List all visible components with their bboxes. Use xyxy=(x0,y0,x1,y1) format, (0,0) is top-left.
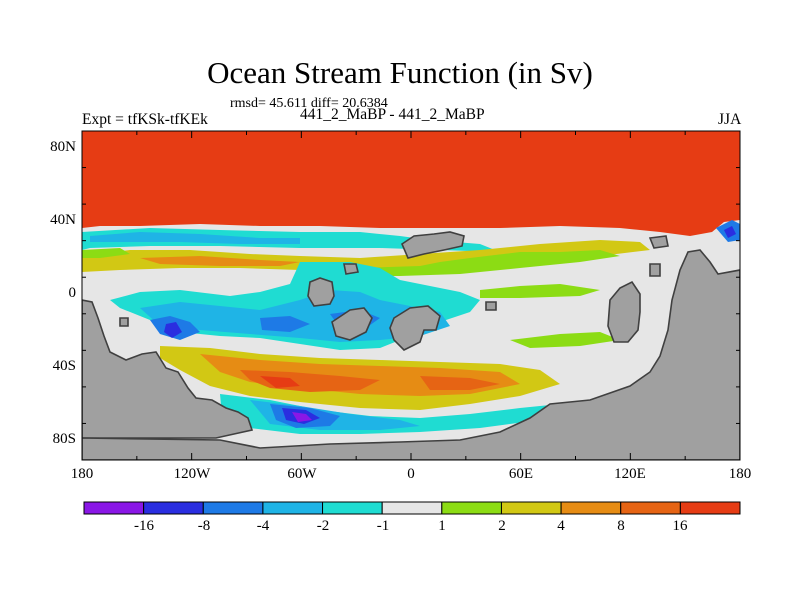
lat-label-0: 0 xyxy=(68,285,77,301)
case-label: 441_2_MaBP - 441_2_MaBP xyxy=(300,106,485,123)
field-ne-darkest xyxy=(724,226,736,238)
colorbar-label: 16 xyxy=(672,518,688,534)
plot-title: Ocean Stream Function (in Sv) xyxy=(207,55,593,90)
colorbar-label: 1 xyxy=(438,518,446,534)
lon-label-60e: 60E xyxy=(508,466,534,482)
field-band-green-east xyxy=(480,284,620,348)
colorbar-swatch xyxy=(560,501,622,515)
lat-label-80s: 80S xyxy=(52,431,76,447)
land-island-2 xyxy=(389,305,441,351)
colorbar-swatch xyxy=(441,501,502,515)
colorbar-swatch xyxy=(500,501,562,515)
lon-label-60w: 60W xyxy=(287,466,317,482)
field-tropical-dblue xyxy=(150,310,380,340)
colorbar-label: -16 xyxy=(134,518,154,534)
land-west-america xyxy=(82,299,254,439)
colorbar-label: -1 xyxy=(376,518,390,534)
colorbar-label: 4 xyxy=(557,518,565,534)
colorbar-label: -2 xyxy=(316,518,330,534)
field-band-blue-north xyxy=(90,232,300,244)
colorbar-label: -8 xyxy=(197,518,211,534)
lat-label-40n: 40N xyxy=(50,212,76,228)
colorbar-label: -4 xyxy=(256,518,270,534)
field-band-orange xyxy=(140,256,300,266)
land-island-1 xyxy=(307,277,335,307)
field-tropical-blue xyxy=(140,290,450,342)
field-band-south-darkred xyxy=(260,376,300,388)
land-island-3 xyxy=(331,307,373,341)
land-island-7 xyxy=(119,317,129,327)
experiment-label: Expt = tfKSk-tfKEk xyxy=(82,111,208,128)
lon-label-120e: 120E xyxy=(614,466,646,482)
land-island-5 xyxy=(343,263,359,275)
colorbar-swatch xyxy=(381,501,443,515)
colorbar-swatch xyxy=(322,501,383,515)
land-island-8 xyxy=(648,235,669,249)
stats-label: rmsd= 45.611 diff= 20.6384 xyxy=(230,96,388,111)
land-masses xyxy=(82,231,740,460)
land-antarctica xyxy=(82,249,740,460)
lon-label-0: 0 xyxy=(407,466,415,482)
colorbar-swatch xyxy=(143,501,204,515)
colorbar-swatch xyxy=(679,501,741,515)
season-label: JJA xyxy=(718,111,742,128)
lat-label-40s: 40S xyxy=(52,358,76,374)
land-africa xyxy=(607,280,641,343)
colorbar-label: 8 xyxy=(617,518,625,534)
land-island-6 xyxy=(485,301,497,311)
colorbar-swatch xyxy=(262,501,324,515)
field-band-green xyxy=(82,248,620,276)
field-tropical-darkest xyxy=(164,322,182,338)
lon-label-180e: 180 xyxy=(728,466,752,482)
land-island-4 xyxy=(401,231,465,259)
land-island-9 xyxy=(649,263,661,277)
field-band-north xyxy=(82,131,740,236)
lon-label-180w: 180 xyxy=(70,466,94,482)
lat-label-80n: 80N xyxy=(50,139,76,155)
colorbar xyxy=(83,501,741,515)
colorbar-swatch xyxy=(620,501,681,515)
field-south-violet xyxy=(292,412,312,422)
field-band-south-red xyxy=(240,370,500,392)
colorbar-swatch xyxy=(202,501,264,515)
colorbar-label: 2 xyxy=(498,518,506,534)
lon-label-120w: 120W xyxy=(173,466,211,482)
colorbar-swatch xyxy=(83,501,145,515)
